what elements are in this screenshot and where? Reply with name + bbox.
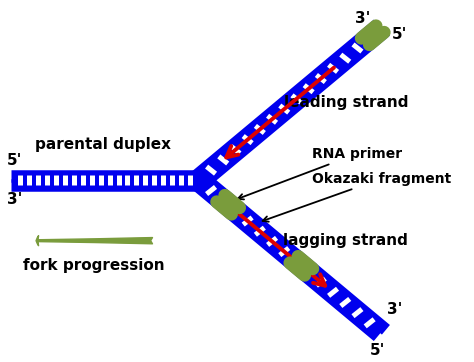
Text: 5': 5' [7, 153, 22, 168]
Text: 3': 3' [7, 192, 22, 207]
Text: Okazaki fragment: Okazaki fragment [263, 172, 451, 222]
Text: RNA primer: RNA primer [238, 147, 402, 199]
Text: fork progression: fork progression [24, 258, 165, 273]
Text: 3': 3' [355, 11, 370, 26]
Text: 3': 3' [387, 302, 402, 317]
Text: parental duplex: parental duplex [35, 137, 171, 152]
Text: 5': 5' [370, 342, 385, 358]
Text: lagging strand: lagging strand [283, 233, 408, 248]
Text: 5': 5' [392, 27, 407, 42]
Text: leading strand: leading strand [283, 95, 408, 110]
